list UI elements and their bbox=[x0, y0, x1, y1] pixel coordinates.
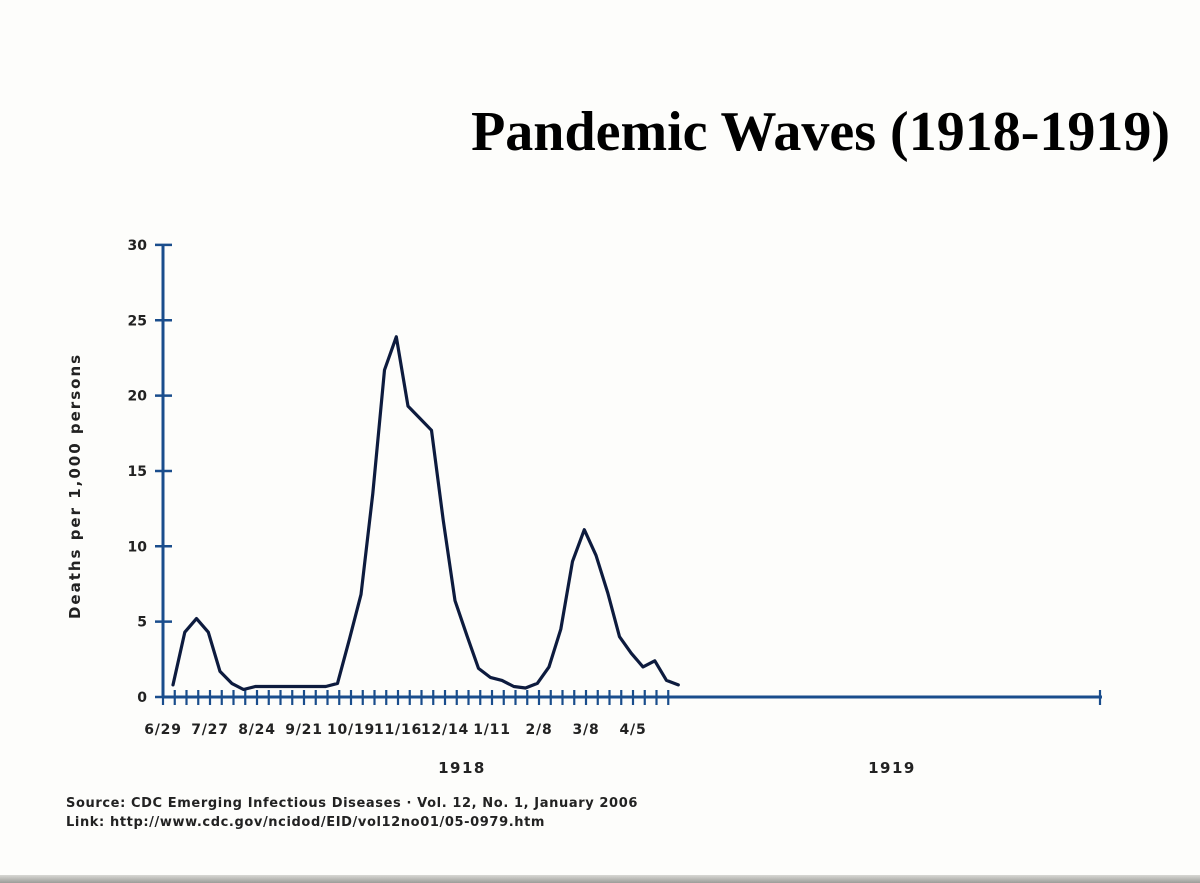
bottom-edge bbox=[0, 875, 1200, 883]
x-tick-label: 2/8 bbox=[526, 722, 553, 738]
y-axis-title: Deaths per 1,000 persons bbox=[66, 353, 84, 619]
y-tick-label: 5 bbox=[137, 615, 147, 631]
x-tick-label: 7/27 bbox=[191, 722, 229, 738]
y-tick-label: 10 bbox=[128, 539, 148, 555]
chart-labels: 0 5 10 15 20 25 30 6/29 7/27 8/24 9/21 10/1911/1612… bbox=[66, 238, 916, 777]
source-link: Link: http://www.cdc.gov/ncidod/EID/vol1… bbox=[66, 815, 546, 830]
y-tick-label: 15 bbox=[128, 464, 147, 480]
x-tick-label: 3/8 bbox=[573, 722, 600, 738]
x-tick-label: 10/19 bbox=[327, 722, 375, 738]
year-label: 1919 bbox=[868, 759, 916, 777]
series-line bbox=[171, 335, 680, 692]
x-tick-label: 11/16 bbox=[374, 722, 422, 738]
source-citation: Source: CDC Emerging Infectious Diseases… bbox=[66, 794, 638, 832]
x-tick-label: 1/11 bbox=[473, 722, 511, 738]
x-tick-label: 9/21 bbox=[285, 722, 323, 738]
chart-ticks bbox=[155, 243, 1102, 705]
chart-series bbox=[171, 335, 680, 692]
x-tick-label: 4/5 bbox=[620, 722, 647, 738]
chart-axes bbox=[161, 244, 1102, 699]
x-tick-label: 12/14 bbox=[421, 722, 469, 738]
y-tick-label: 25 bbox=[128, 313, 147, 329]
pandemic-chart: 0 5 10 15 20 25 30 6/29 7/27 8/24 9/21 10/1911/1612… bbox=[66, 238, 1102, 777]
x-tick-label: 8/24 bbox=[238, 722, 276, 738]
y-tick-label: 20 bbox=[128, 389, 148, 405]
source-line: Source: CDC Emerging Infectious Diseases… bbox=[66, 796, 638, 811]
x-tick-label: 6/29 bbox=[144, 722, 182, 738]
page-title: Pandemic Waves (1918-1919) bbox=[471, 101, 1170, 163]
y-tick-label: 30 bbox=[128, 238, 148, 254]
y-tick-label: 0 bbox=[137, 690, 147, 706]
year-label: 1918 bbox=[438, 759, 486, 777]
